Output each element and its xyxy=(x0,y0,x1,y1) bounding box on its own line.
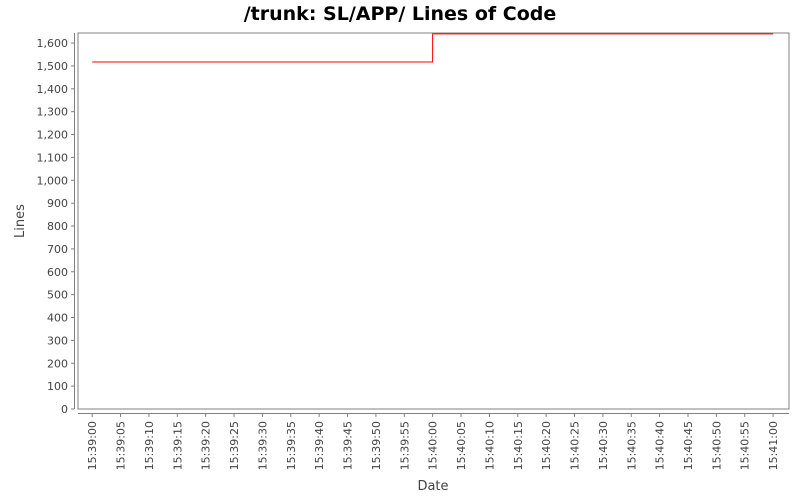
y-tick-label: 400 xyxy=(47,312,68,325)
y-tick-label: 600 xyxy=(47,266,68,279)
x-tick-label: 15:40:20 xyxy=(540,421,553,470)
x-tick-label: 15:39:35 xyxy=(285,421,298,470)
y-tick-label: 1,400 xyxy=(37,83,69,96)
y-tick-label: 1,000 xyxy=(37,174,69,187)
y-tick-label: 700 xyxy=(47,243,68,256)
y-tick-label: 1,300 xyxy=(37,106,69,119)
x-tick-label: 15:40:35 xyxy=(625,421,638,470)
x-tick-label: 15:40:05 xyxy=(455,421,468,470)
x-tick-label: 15:39:45 xyxy=(342,421,355,470)
x-tick-label: 15:39:55 xyxy=(398,421,411,470)
y-tick-label: 300 xyxy=(47,334,68,347)
x-tick-label: 15:40:55 xyxy=(739,421,752,470)
y-tick-label: 800 xyxy=(47,220,68,233)
x-tick-label: 15:40:25 xyxy=(569,421,582,470)
x-tick-label: 15:39:25 xyxy=(228,421,241,470)
y-tick-label: 1,500 xyxy=(37,60,69,73)
chart-title: /trunk: SL/APP/ Lines of Code xyxy=(244,3,557,25)
plot-area xyxy=(77,32,790,410)
x-tick-label: 15:40:10 xyxy=(483,421,496,470)
x-tick-label: 15:39:05 xyxy=(115,421,128,470)
series-line xyxy=(92,33,774,63)
y-tick-label: 500 xyxy=(47,289,68,302)
x-tick-label: 15:40:00 xyxy=(427,421,440,470)
x-tick-label: 15:41:00 xyxy=(767,421,780,470)
y-tick-label: 200 xyxy=(47,357,68,370)
y-tick-label: 0 xyxy=(61,403,68,416)
x-tick-label: 15:40:45 xyxy=(682,421,695,470)
y-axis-label: Lines xyxy=(13,204,28,238)
x-tick-label: 15:39:15 xyxy=(171,421,184,470)
x-tick-label: 15:39:50 xyxy=(370,421,383,470)
x-tick-label: 15:40:15 xyxy=(512,421,525,470)
x-tick-label: 15:39:20 xyxy=(200,421,213,470)
x-tick-label: 15:40:50 xyxy=(710,421,723,470)
y-tick-label: 1,600 xyxy=(37,37,69,50)
x-tick-label: 15:40:30 xyxy=(597,421,610,470)
y-tick-label: 1,100 xyxy=(37,151,69,164)
x-tick-label: 15:40:40 xyxy=(654,421,667,470)
x-tick-label: 15:39:10 xyxy=(143,421,156,470)
x-tick-label: 15:39:00 xyxy=(86,421,99,470)
x-tick-label: 15:39:30 xyxy=(256,421,269,470)
x-axis-label: Date xyxy=(417,479,448,494)
x-tick-label: 15:39:40 xyxy=(313,421,326,470)
y-tick-label: 100 xyxy=(47,380,68,393)
y-tick-label: 1,200 xyxy=(37,129,69,142)
y-tick-label: 900 xyxy=(47,197,68,210)
